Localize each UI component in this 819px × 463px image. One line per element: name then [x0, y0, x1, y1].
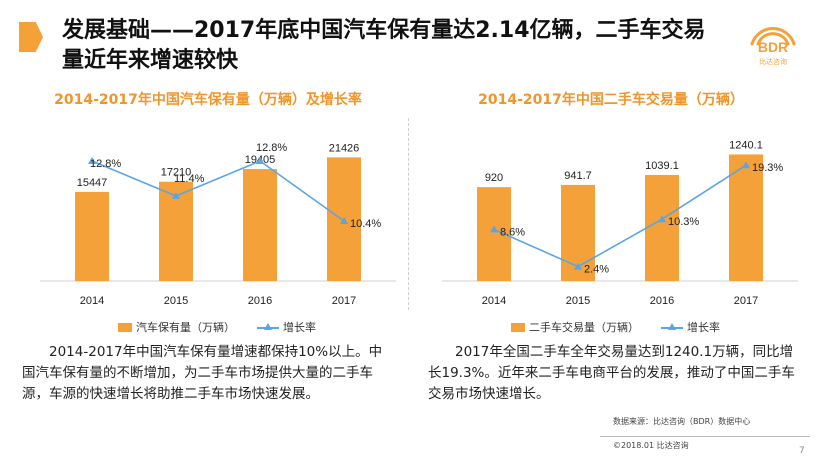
- bdr-logo: BDR 比达咨询: [750, 27, 796, 66]
- bar-value-label: 21426: [329, 142, 360, 154]
- logo-text: BDR: [758, 39, 788, 55]
- chart-divider: [408, 118, 409, 310]
- x-tick-label: 2017: [734, 295, 758, 307]
- legend-bar-swatch: [511, 322, 525, 332]
- bar-value-label: 941.7: [564, 170, 592, 182]
- growth-rate-point: [256, 157, 264, 164]
- title-marker: [19, 22, 43, 52]
- bar-value-label: 17210: [161, 167, 192, 179]
- legend-line-label: 增长率: [687, 321, 720, 334]
- growth-rate-label: 8.6%: [500, 226, 525, 238]
- bar: [75, 191, 109, 281]
- bar: [243, 169, 277, 281]
- bar-value-label: 1039.1: [645, 160, 679, 172]
- bar-value-label: 920: [485, 172, 503, 184]
- chart-title-right: 2014-2017年中国二手车交易量（万辆）: [478, 92, 744, 108]
- legend-line-label: 增长率: [283, 321, 316, 334]
- legend-bar-label: 二手车交易量（万辆）: [529, 321, 639, 334]
- bar: [645, 174, 679, 281]
- description-right: 2017年全国二手车全年交易量达到1240.1万辆，同比增长19.3%。近年来二…: [428, 344, 795, 402]
- growth-rate-label: 19.3%: [752, 162, 783, 174]
- page-number: 7: [799, 446, 805, 456]
- growth-rate-label: 10.3%: [668, 216, 699, 228]
- x-tick-label: 2015: [164, 295, 188, 307]
- description-left: 2014-2017年中国汽车保有量增速都保持10%以上。中国汽车保有量的不断增加…: [22, 344, 383, 402]
- x-tick-label: 2015: [566, 295, 590, 307]
- x-tick-label: 2016: [650, 295, 674, 307]
- growth-rate-line: [493, 164, 747, 268]
- x-tick-label: 2014: [80, 295, 104, 307]
- copyright: ©2018.01 比达咨询: [613, 441, 689, 450]
- chart-vehicle-ownership: 15447201417210201519405201621426201712.8…: [40, 142, 396, 307]
- growth-rate-label: 2.4%: [584, 264, 609, 276]
- growth-rate-label: 12.8%: [256, 142, 287, 154]
- growth-rate-label: 10.4%: [350, 218, 381, 230]
- legend-bar-label: 汽车保有量（万辆）: [136, 321, 235, 334]
- x-tick-label: 2014: [482, 295, 506, 307]
- growth-rate-point: [88, 157, 96, 164]
- legend-line-swatch: [661, 322, 683, 332]
- chart-title-left: 2014-2017年中国汽车保有量（万辆）及增长率: [54, 92, 362, 108]
- bar-value-label: 1240.1: [729, 139, 763, 151]
- x-tick-label: 2017: [332, 295, 356, 307]
- x-tick-label: 2016: [248, 295, 272, 307]
- growth-rate-label: 12.8%: [90, 158, 121, 170]
- growth-rate-point: [490, 225, 498, 233]
- legend-right: 二手车交易量（万辆） 增长率: [511, 319, 720, 335]
- logo-subtext: 比达咨询: [759, 57, 787, 66]
- legend-left: 汽车保有量（万辆） 增长率: [118, 319, 316, 335]
- data-source: 数据来源：比达咨询（BDR）数据中心: [613, 417, 751, 426]
- growth-rate-point: [172, 192, 180, 199]
- growth-rate-point: [742, 161, 750, 169]
- bar: [729, 154, 763, 281]
- growth-rate-line: [91, 160, 345, 222]
- growth-rate-label: 11.4%: [174, 173, 205, 185]
- logo-arc-icon: [750, 27, 796, 46]
- chart-used-car-volume: 920 2014 941.7 2015 1039.1 2016 1240.1 2017 8.6%…: [442, 139, 798, 307]
- growth-rate-point: [574, 262, 582, 270]
- page-title: 发展基础——2017年底中国汽车保有量达2.14亿辆，二手车交易量近年来增速较快: [62, 18, 706, 73]
- legend-line-swatch: [257, 322, 279, 332]
- growth-rate-point: [658, 215, 666, 223]
- bar-value-label: 15447: [77, 177, 108, 189]
- growth-rate-point: [340, 217, 348, 224]
- footer-divider: [600, 436, 810, 437]
- legend-bar-swatch: [118, 322, 132, 332]
